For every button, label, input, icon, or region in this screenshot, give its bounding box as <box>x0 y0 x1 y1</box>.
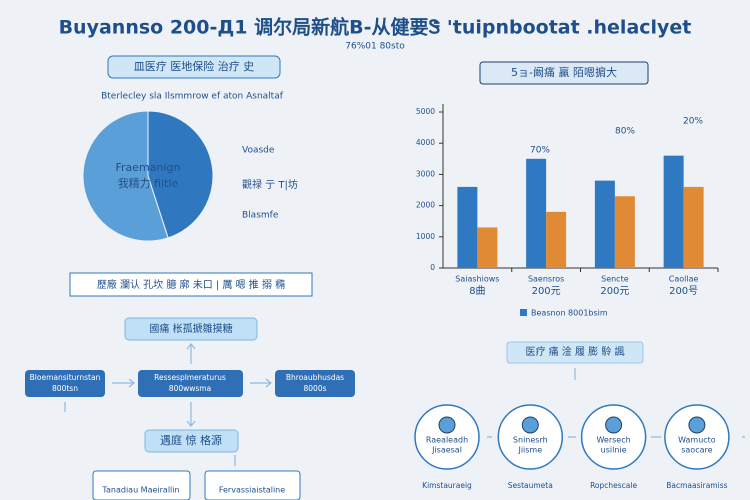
annotation: 20% <box>683 117 703 127</box>
step-label: usilnie <box>601 446 627 455</box>
pie-center-label: Fraemanign <box>116 161 181 174</box>
pie-heading: 皿医疗 医地保险 治疗 史 <box>134 59 255 73</box>
step-label: Wersech <box>596 436 630 445</box>
x-tick-label: 8曲 <box>469 285 485 297</box>
step-circle <box>497 404 564 470</box>
x-tick-label: 200号 <box>669 285 698 297</box>
bar <box>457 186 478 268</box>
process-heading-box <box>506 341 644 364</box>
annotation: 80% <box>615 127 635 137</box>
step-caption: Sestaumeta <box>508 481 553 490</box>
legend-swatch <box>520 309 527 316</box>
y-tick-label: 0 <box>430 263 435 272</box>
bar <box>614 196 635 268</box>
y-tick-label: 5000 <box>416 107 435 116</box>
flow-right-box <box>275 370 355 397</box>
bar <box>663 155 684 268</box>
x-tick-label: 200元 <box>532 286 561 297</box>
pie-slice <box>82 110 169 242</box>
step-caption: Ropchescale <box>590 481 637 490</box>
x-tick-label: Saiashiows <box>455 275 499 284</box>
step-icon <box>438 416 456 434</box>
step-icon <box>605 416 623 434</box>
flow-right: 8000s <box>304 384 327 393</box>
bar-heading-box <box>479 61 649 85</box>
pie-label: Blasmfe <box>242 211 279 221</box>
pie-slice <box>147 110 214 239</box>
pie-chart: Fraemanign 我精力 fiitle <box>82 110 214 242</box>
step-label: Wamucto <box>678 436 716 445</box>
step-circle <box>414 404 480 470</box>
subtitle: 76%01 80sto <box>345 42 405 52</box>
x-tick-label: Sencte <box>601 275 629 284</box>
pie-label: 觀禄 亍 T|坊 <box>242 178 298 191</box>
pie-center-label: 我精力 fiitle <box>118 177 179 190</box>
flow-output: Tanadiau Maeirallin <box>101 486 179 495</box>
bar <box>526 158 547 268</box>
flow-bottom-box <box>144 429 239 453</box>
step-icon <box>688 416 706 434</box>
step-label: Raealeadh <box>426 436 468 445</box>
bar-heading: 5ョ-阚痛 贏 陌嗯掮大 <box>511 65 617 79</box>
x-tick-label: 200元 <box>600 286 629 297</box>
step-label: Jiisme <box>517 446 542 455</box>
x-tick-label: Caollae <box>669 275 699 284</box>
bar <box>477 227 498 268</box>
flow-center-box <box>138 370 243 397</box>
flow-center: Ressesplmeraturus <box>154 373 226 382</box>
bar <box>594 180 615 268</box>
flow-arrows <box>64 343 272 466</box>
x-tick-label: Saensros <box>528 275 564 284</box>
flow-output-box <box>92 470 191 500</box>
legend-label: Beasnon 8001bsim <box>531 309 608 318</box>
title: Buyannso 200-Д1 调尔局新航B-从健要Ꮥ 'tuipnbootat… <box>59 16 692 39</box>
pie-caption: Bterlecley sla Ilsmmrow ef aton Asnaltaf <box>101 92 284 102</box>
step-label: Sninesrh <box>513 436 548 445</box>
flow-top-box <box>124 317 258 341</box>
step-icon <box>521 416 539 434</box>
pie-label: Voasde <box>242 146 275 156</box>
step-label: saocare <box>681 446 712 455</box>
step-caption: Bacmaasiramiss <box>666 481 727 490</box>
process-arrows <box>487 368 745 438</box>
flow-left-box <box>25 370 105 397</box>
bar <box>683 186 704 268</box>
y-tick-label: 3000 <box>416 169 435 178</box>
flow-left: 800tsn <box>52 384 78 393</box>
flow-banner-box <box>69 272 313 297</box>
flow-banner: 歷廠 瀾认 孔坎 臆 廓 未口 | 厲 嗯 推 搦 橢 <box>97 278 285 291</box>
annotation: 70% <box>530 146 550 156</box>
y-tick-label: 1000 <box>416 232 435 241</box>
step-label: Jisaesal <box>431 446 462 455</box>
bar <box>546 211 567 268</box>
pie-heading-box <box>107 55 281 79</box>
step-circle <box>664 404 730 470</box>
flow-bottom: 遇庭 惊 格源 <box>160 433 222 447</box>
flow-top: 國痛 枨孤搋雛摸糖 <box>149 322 232 335</box>
y-tick-label: 2000 <box>416 201 435 210</box>
flow-output-box <box>204 470 301 500</box>
process-heading: 医疗 痛 淦 履 膨 駖 諷 <box>525 345 624 358</box>
flow-output: Fervassiaistaline <box>219 486 285 495</box>
y-tick-label: 4000 <box>416 138 435 147</box>
flow-left: Bloemansiturnstan <box>30 373 101 382</box>
flow-right: Bhroaubhusdas <box>286 373 344 382</box>
step-circle <box>580 404 647 470</box>
flow-center: 800wwsma <box>169 384 211 393</box>
step-caption: Kimstauraeig <box>422 481 472 490</box>
